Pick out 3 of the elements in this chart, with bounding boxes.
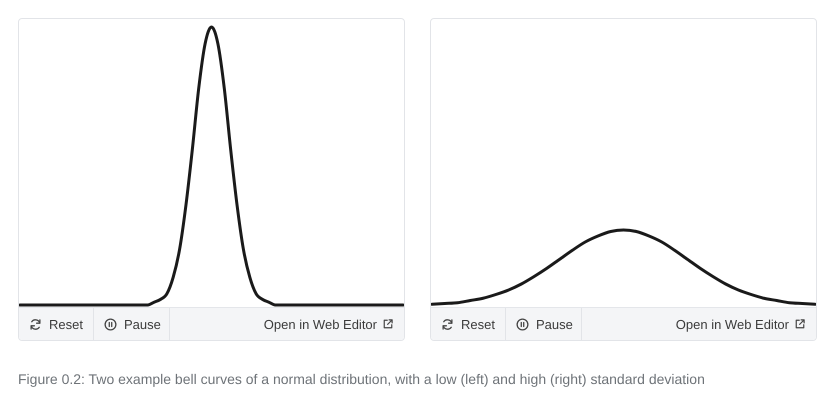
- toolbar: Reset Pause Open in Web Editor: [19, 307, 404, 340]
- caption: Figure 0.2: Two example bell curves of a normal distribution, with a low (left) and high (right) standard deviation: [18, 371, 705, 387]
- toolbar: Reset Pause Open in Web Editor: [431, 307, 816, 340]
